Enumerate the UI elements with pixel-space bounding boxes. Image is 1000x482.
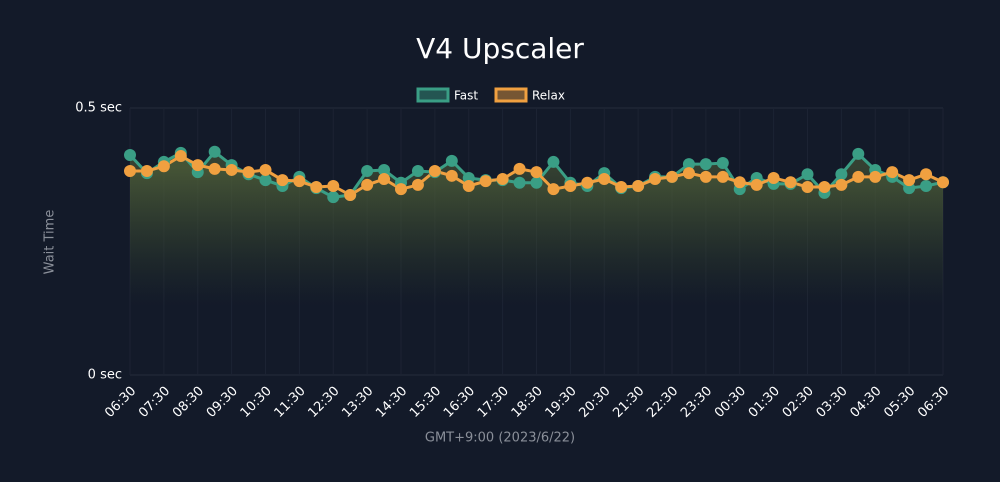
point (327, 191, 340, 204)
point (310, 181, 323, 194)
point (716, 170, 729, 183)
point (378, 173, 391, 186)
point (191, 159, 204, 172)
x-axis-label: GMT+9:00 (2023/6/22) (425, 431, 575, 446)
point (445, 154, 458, 167)
point (598, 173, 611, 186)
legend-label: Fast (454, 89, 478, 103)
point (411, 165, 424, 178)
point (547, 155, 560, 168)
point (682, 167, 695, 180)
point (750, 178, 763, 191)
point (140, 165, 153, 178)
point (801, 181, 814, 194)
point (293, 175, 306, 188)
point (920, 179, 933, 192)
point (361, 165, 374, 178)
point (259, 163, 272, 176)
point (716, 157, 729, 170)
y-tick-label: 0.5 sec (75, 101, 122, 116)
point (564, 179, 577, 192)
point (530, 166, 543, 179)
point (530, 176, 543, 189)
point (649, 173, 662, 186)
point (818, 181, 831, 194)
point (801, 168, 814, 181)
point (445, 169, 458, 182)
point (124, 165, 136, 178)
point (344, 189, 357, 202)
point (496, 173, 509, 186)
point (852, 170, 865, 183)
point (513, 162, 526, 175)
point (835, 178, 848, 191)
legend-swatch (494, 87, 528, 103)
point (835, 168, 848, 181)
point (547, 183, 560, 196)
y-tick-label: 0 sec (88, 368, 122, 383)
point (259, 174, 272, 187)
point (937, 176, 949, 189)
point (920, 168, 933, 181)
point (157, 160, 170, 173)
point (124, 148, 136, 161)
point (361, 178, 374, 191)
point (378, 163, 391, 176)
point (208, 162, 221, 175)
point (581, 176, 594, 189)
point (479, 175, 492, 188)
point (869, 170, 882, 183)
point (733, 176, 746, 189)
point (411, 178, 424, 191)
point (208, 145, 221, 158)
legend-label: Relax (532, 89, 565, 103)
point (699, 170, 712, 183)
point (615, 181, 628, 194)
point (852, 147, 865, 160)
point (428, 165, 441, 178)
point (767, 171, 780, 184)
point (225, 163, 238, 176)
point (682, 158, 695, 171)
point (462, 179, 475, 192)
y-axis-label: Wait Time (43, 210, 58, 275)
point (784, 176, 797, 189)
point (886, 166, 899, 179)
point (276, 174, 289, 187)
legend-swatch (416, 87, 450, 103)
point (666, 170, 678, 183)
chart-title: V4 Upscaler (416, 32, 584, 65)
point (513, 176, 526, 189)
point (395, 183, 407, 196)
point (903, 174, 916, 187)
point (174, 150, 187, 163)
point (699, 158, 712, 171)
point (327, 179, 340, 192)
point (632, 179, 645, 192)
point (242, 166, 255, 179)
area-fill (130, 156, 943, 375)
